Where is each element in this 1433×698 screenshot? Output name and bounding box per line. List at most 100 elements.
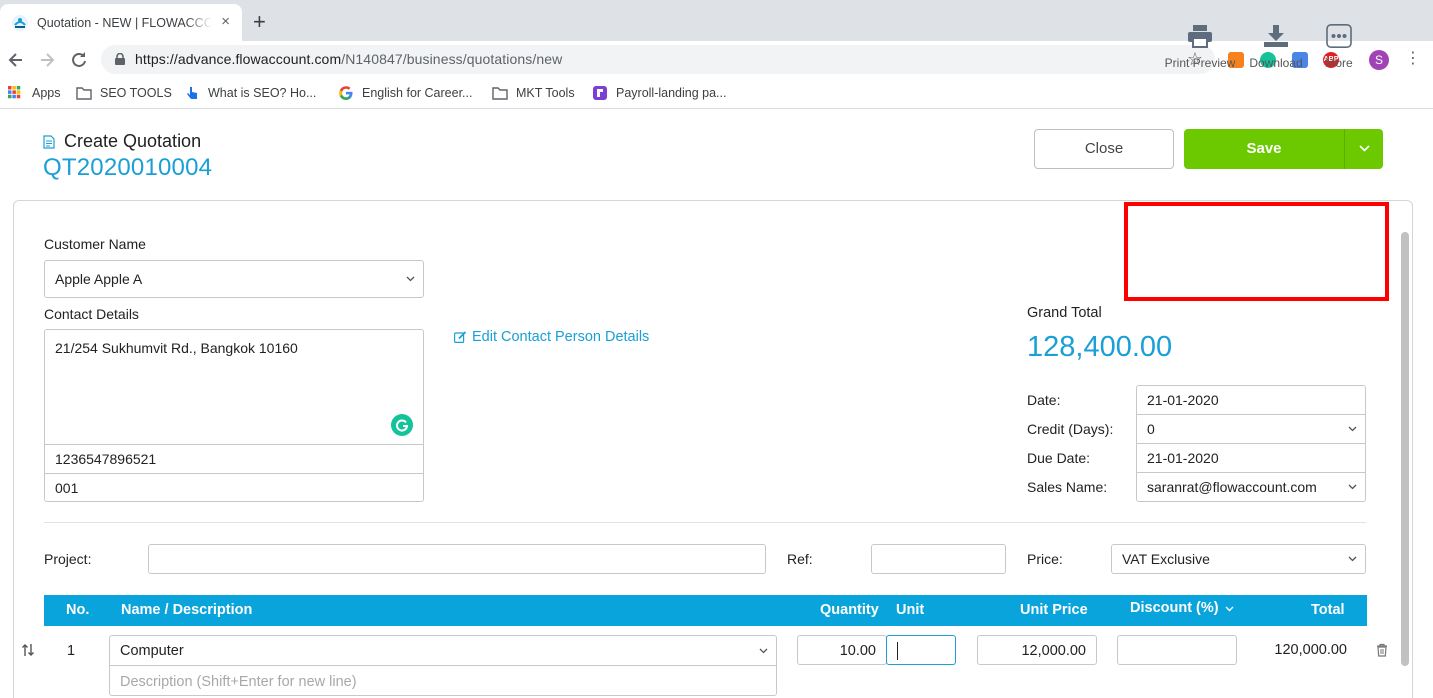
discount-input[interactable] bbox=[1117, 635, 1237, 665]
due-date-value: 21-01-2020 bbox=[1147, 450, 1219, 466]
folder-icon bbox=[76, 87, 92, 100]
profile-avatar[interactable]: S bbox=[1369, 50, 1389, 70]
more-label: More bbox=[1325, 56, 1353, 70]
credit-days-select[interactable]: 0 bbox=[1136, 414, 1366, 444]
quantity-input[interactable]: 10.00 bbox=[797, 635, 887, 665]
credit-days-label: Credit (Days): bbox=[1027, 421, 1114, 437]
more-button[interactable]: More bbox=[1320, 24, 1358, 70]
printer-icon bbox=[1188, 25, 1212, 48]
trash-icon[interactable] bbox=[1376, 643, 1388, 657]
url-host: https://advance.flowaccount.com bbox=[135, 51, 342, 67]
tab-close-icon[interactable]: × bbox=[221, 13, 230, 30]
due-date-label: Due Date: bbox=[1027, 450, 1091, 466]
google-icon bbox=[339, 86, 353, 101]
address-textarea[interactable]: 21/254 Sukhumvit Rd., Bangkok 10160 bbox=[55, 340, 298, 356]
translate-extension-icon[interactable] bbox=[1292, 52, 1308, 68]
browser-menu-icon[interactable]: ⋮ bbox=[1405, 50, 1421, 67]
ref-label: Ref: bbox=[787, 551, 813, 567]
url-text: https://advance.flowaccount.com/N140847/… bbox=[135, 51, 562, 67]
adblock-extension-icon[interactable]: ABP bbox=[1323, 52, 1339, 68]
bookmark-what-is-seo[interactable]: What is SEO? Ho... bbox=[184, 83, 316, 103]
contact-details-label: Contact Details bbox=[44, 306, 139, 322]
edit-contact-label: Edit Contact Person Details bbox=[472, 329, 650, 345]
chevron-down-icon bbox=[759, 648, 768, 653]
reload-icon[interactable] bbox=[69, 50, 89, 70]
tab-title: Quotation - NEW | FLOWACCOUNT bbox=[37, 15, 212, 30]
date-label: Date: bbox=[1027, 392, 1061, 408]
bookmark-star-icon[interactable]: ☆ bbox=[1186, 49, 1203, 69]
item-name-select[interactable]: Computer bbox=[109, 635, 777, 666]
browser-tab[interactable]: Quotation - NEW | FLOWACCOUNT × bbox=[0, 4, 242, 41]
save-options-dropdown[interactable] bbox=[1344, 129, 1383, 169]
project-input[interactable] bbox=[148, 544, 766, 574]
branch-field[interactable]: 001 bbox=[45, 473, 423, 502]
chevron-down-icon bbox=[406, 276, 415, 282]
date-value: 21-01-2020 bbox=[1147, 392, 1219, 408]
bookmark-apps[interactable]: Apps bbox=[8, 83, 61, 103]
bookmark-english-career[interactable]: English for Career... bbox=[338, 83, 472, 103]
payroll-site-icon bbox=[593, 86, 607, 100]
chevron-down-icon bbox=[1348, 484, 1357, 490]
bookmark-label: SEO TOOLS bbox=[100, 86, 172, 100]
drag-handle-icon[interactable] bbox=[21, 643, 35, 657]
item-description-input[interactable]: Description (Shift+Enter for new line) bbox=[109, 665, 777, 696]
download-icon bbox=[1264, 25, 1288, 47]
chevron-down-icon bbox=[1225, 606, 1234, 612]
customer-name-select[interactable]: Apple Apple A bbox=[44, 260, 424, 298]
quantity-value: 10.00 bbox=[839, 643, 876, 659]
price-label: Price: bbox=[1027, 551, 1063, 567]
download-button[interactable]: Download bbox=[1246, 24, 1306, 70]
close-button[interactable]: Close bbox=[1034, 129, 1174, 169]
address-bar[interactable]: https://advance.flowaccount.com/N140847/… bbox=[101, 45, 1215, 74]
scrollbar[interactable] bbox=[1401, 232, 1409, 666]
grand-total-label: Grand Total bbox=[1027, 305, 1102, 321]
column-total: Total bbox=[1311, 602, 1345, 618]
column-discount[interactable]: Discount (%) bbox=[1130, 600, 1234, 616]
customer-name-value: Apple Apple A bbox=[55, 271, 143, 287]
chevron-down-icon bbox=[1348, 426, 1357, 432]
actions-highlight bbox=[1124, 202, 1389, 301]
extension-orange-icon[interactable] bbox=[1228, 52, 1244, 68]
back-arrow-icon[interactable] bbox=[6, 50, 26, 70]
ref-input[interactable] bbox=[871, 544, 1006, 574]
print-preview-button[interactable]: Print Preview bbox=[1162, 24, 1238, 70]
bookmark-payroll[interactable]: Payroll-landing pa... bbox=[592, 83, 726, 103]
text-cursor bbox=[897, 642, 898, 660]
browser-tabstrip: Quotation - NEW | FLOWACCOUNT × + bbox=[0, 0, 1433, 41]
edit-contact-link[interactable]: Edit Contact Person Details bbox=[454, 329, 649, 345]
bookmark-label: What is SEO? Ho... bbox=[208, 86, 317, 100]
column-discount-label: Discount (%) bbox=[1130, 600, 1219, 616]
unit-price-value: 12,000.00 bbox=[1021, 643, 1086, 659]
edit-icon bbox=[454, 331, 467, 343]
column-name: Name / Description bbox=[121, 602, 253, 618]
column-unit: Unit bbox=[896, 602, 925, 618]
project-label: Project: bbox=[44, 551, 92, 567]
print-preview-label: Print Preview bbox=[1164, 56, 1236, 70]
due-date-input[interactable]: 21-01-2020 bbox=[1136, 443, 1366, 473]
items-table-header: No. Name / Description Quantity Unit Uni… bbox=[44, 595, 1367, 626]
bookmark-label: Apps bbox=[32, 86, 61, 100]
bookmark-seo-tools[interactable]: SEO TOOLS bbox=[76, 83, 172, 103]
new-tab-button[interactable]: + bbox=[253, 9, 266, 34]
grand-total-value: 128,400.00 bbox=[1027, 331, 1173, 363]
forward-arrow-icon[interactable] bbox=[37, 50, 57, 70]
grammarly-icon[interactable] bbox=[391, 414, 413, 436]
pointer-hand-icon bbox=[187, 87, 197, 99]
document-number: QT2020010004 bbox=[43, 154, 213, 181]
tax-id-field[interactable]: 1236547896521 bbox=[45, 444, 423, 473]
save-button[interactable]: Save bbox=[1184, 129, 1344, 169]
sales-name-select[interactable]: saranrat@flowaccount.com bbox=[1136, 472, 1366, 502]
lock-icon bbox=[115, 53, 125, 65]
credit-days-value: 0 bbox=[1147, 421, 1155, 437]
bookmark-label: MKT Tools bbox=[516, 86, 575, 100]
folder-icon bbox=[492, 87, 508, 100]
contact-details-box: 21/254 Sukhumvit Rd., Bangkok 10160 1236… bbox=[44, 329, 424, 502]
grammarly-extension-icon[interactable] bbox=[1260, 52, 1276, 68]
unit-price-input[interactable]: 12,000.00 bbox=[977, 635, 1097, 665]
bookmark-mkt-tools[interactable]: MKT Tools bbox=[492, 83, 575, 103]
date-input[interactable]: 21-01-2020 bbox=[1136, 385, 1366, 415]
price-type-select[interactable]: VAT Exclusive bbox=[1111, 544, 1366, 574]
unit-input[interactable] bbox=[886, 635, 956, 665]
page-title: Create Quotation bbox=[64, 131, 202, 151]
bookmark-label: English for Career... bbox=[362, 86, 473, 100]
